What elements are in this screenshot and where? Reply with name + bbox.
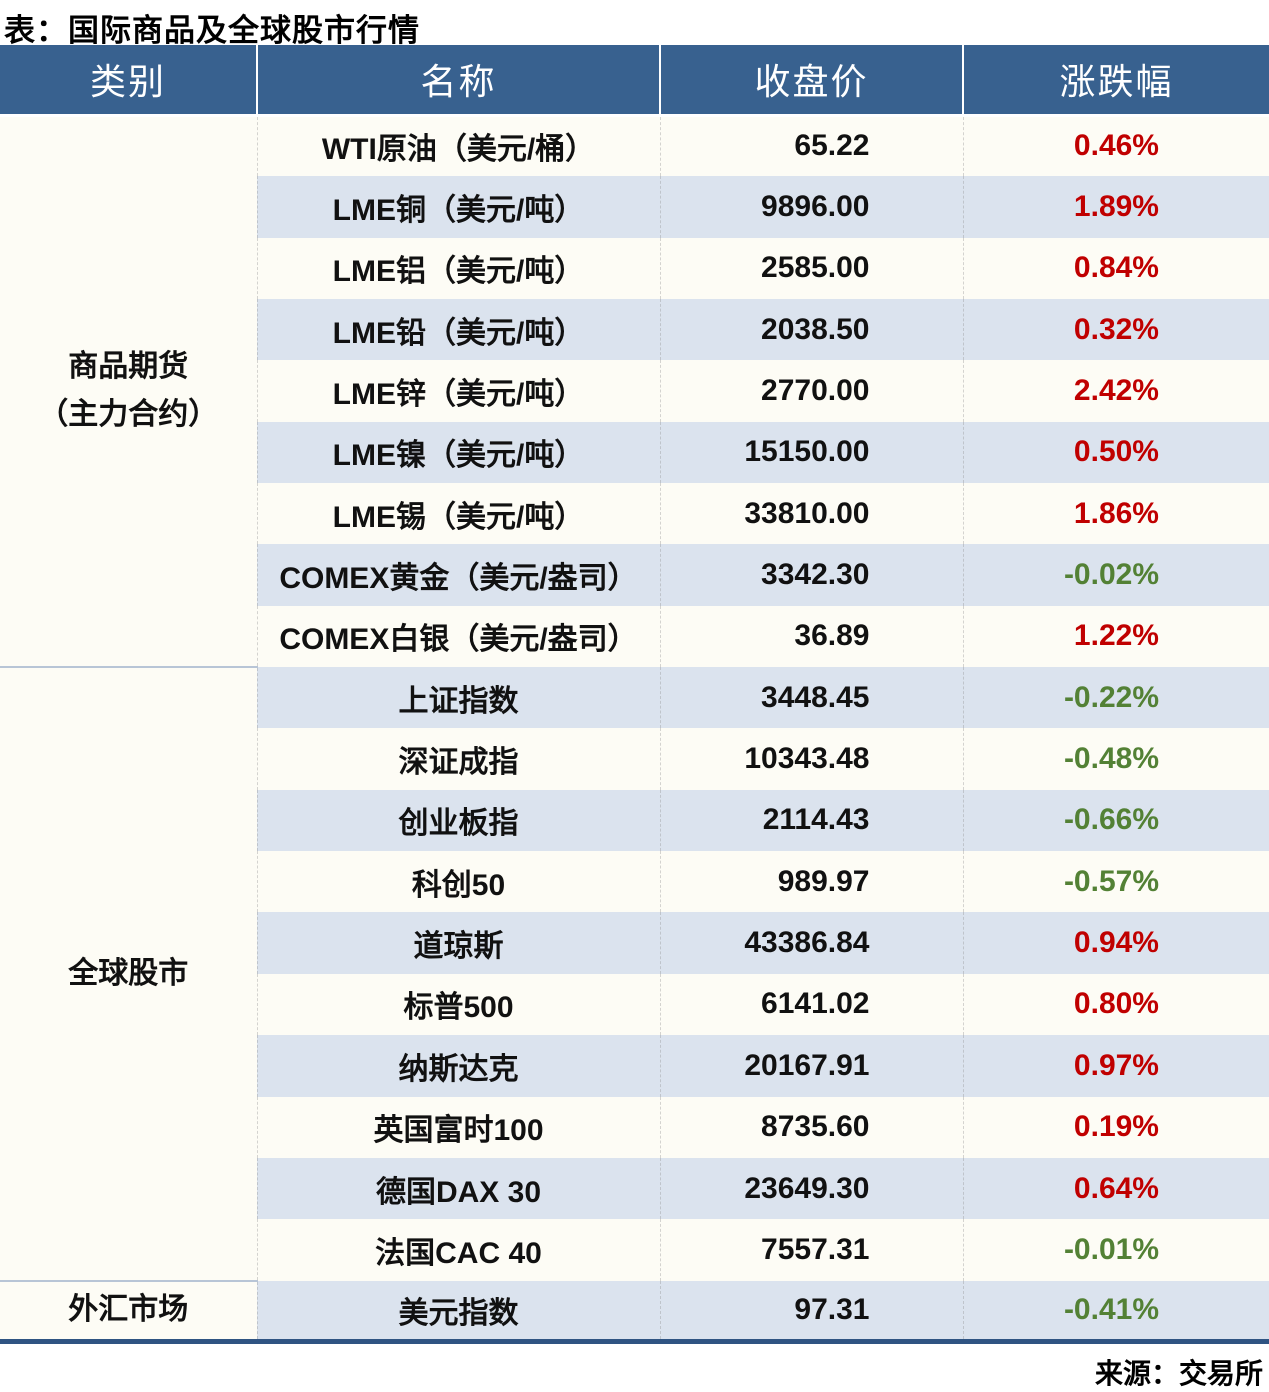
name-cell: LME锡（美元/吨） [256,483,660,545]
name-cell: LME锌（美元/吨） [256,360,660,422]
name-cell: 法国CAC 40 [256,1219,660,1281]
header-change: 涨跌幅 [963,45,1269,117]
name-cell: 标普500 [256,973,660,1036]
table-row: 道琼斯 43386.84 0.94% [0,912,1269,974]
category-cell-forex: 外汇市场 [0,1279,257,1345]
table-row: LME铜（美元/吨） 9896.00 1.89% [0,176,1269,238]
header-close: 收盘价 [660,45,964,117]
name-cell: LME铜（美元/吨） [256,176,660,238]
change-cell: -0.57% [962,851,1269,913]
change-cell: 1.22% [962,605,1269,668]
table-header: 类别 名称 收盘价 涨跌幅 [0,45,1269,117]
table-row: 科创50 989.97 -0.57% [0,851,1269,913]
name-cell: COMEX白银（美元/盎司） [256,605,660,668]
change-cell: 0.32% [962,299,1269,361]
name-cell: 创业板指 [256,789,660,852]
name-cell: LME铝（美元/吨） [256,237,660,300]
name-cell: 德国DAX 30 [256,1157,660,1220]
close-cell: 65.22 [659,115,963,177]
close-cell: 43386.84 [659,912,963,974]
close-cell: 10343.48 [659,728,963,790]
change-cell: -0.22% [962,667,1269,729]
close-cell: 3342.30 [659,544,963,606]
change-cell: 2.42% [962,360,1269,422]
table-row: 全球股市 上证指数 3448.45 -0.22% [0,666,1269,1281]
table-row: COMEX黄金（美元/盎司） 3342.30 -0.02% [0,544,1269,606]
close-cell: 20167.91 [659,1035,963,1097]
close-cell: 8735.60 [659,1096,963,1158]
close-cell: 2114.43 [659,789,963,852]
name-cell: 纳斯达克 [256,1035,660,1097]
market-quotes-table: 类别 名称 收盘价 涨跌幅 商品期货 （主力合约） WTI原油（美元/桶） 65… [0,45,1269,1345]
change-cell: -0.02% [962,544,1269,606]
name-cell: 美元指数 [256,1280,660,1345]
name-cell: 道琼斯 [256,912,660,974]
table-row: 纳斯达克 20167.91 0.97% [0,1035,1269,1097]
close-cell: 15150.00 [659,421,963,484]
close-cell: 3448.45 [659,667,963,729]
table-row: 英国富时100 8735.60 0.19% [0,1096,1269,1158]
close-cell: 23649.30 [659,1157,963,1220]
close-cell: 33810.00 [659,483,963,545]
header-row: 类别 名称 收盘价 涨跌幅 [0,45,1269,117]
change-cell: -0.41% [962,1280,1269,1345]
close-cell: 97.31 [659,1280,963,1345]
change-cell: 0.97% [962,1035,1269,1097]
table-row: LME锡（美元/吨） 33810.00 1.86% [0,483,1269,545]
name-cell: 深证成指 [256,728,660,790]
name-cell: 科创50 [256,851,660,913]
table-row: 法国CAC 40 7557.31 -0.01% [0,1219,1269,1281]
change-cell: -0.48% [962,728,1269,790]
source-note: 来源：交易所 [1094,1358,1263,1390]
table-row: 标普500 6141.02 0.80% [0,973,1269,1036]
table-row: 创业板指 2114.43 -0.66% [0,789,1269,852]
header-category: 类别 [0,45,258,117]
change-cell: 1.89% [962,176,1269,238]
change-cell: 0.19% [962,1096,1269,1158]
page-title: 表：国际商品及全球股市行情 [4,13,420,48]
change-cell: 0.64% [962,1157,1269,1220]
table-row: 商品期货 （主力合约） WTI原油（美元/桶） 65.22 0.46% [0,115,1269,668]
table-row: 深证成指 10343.48 -0.48% [0,728,1269,790]
header-name: 名称 [257,45,661,117]
change-cell: 0.94% [962,912,1269,974]
category-cell-commodity-futures: 商品期货 （主力合约） [0,115,257,668]
close-cell: 6141.02 [659,973,963,1036]
name-cell: 上证指数 [256,667,660,729]
close-cell: 2770.00 [659,360,963,422]
close-cell: 2038.50 [659,299,963,361]
table-row: LME铅（美元/吨） 2038.50 0.32% [0,299,1269,361]
name-cell: 英国富时100 [256,1096,660,1158]
table-row: 德国DAX 30 23649.30 0.64% [0,1157,1269,1220]
change-cell: -0.66% [962,789,1269,852]
change-cell: 0.46% [962,115,1269,177]
change-cell: 1.86% [962,483,1269,545]
table-row: LME铝（美元/吨） 2585.00 0.84% [0,237,1269,300]
table-row: 外汇市场 美元指数 97.31 -0.41% [0,1279,1269,1345]
close-cell: 7557.31 [659,1219,963,1281]
close-cell: 9896.00 [659,176,963,238]
name-cell: LME镍（美元/吨） [256,421,660,484]
table-row: LME镍（美元/吨） 15150.00 0.50% [0,421,1269,484]
table-row: COMEX白银（美元/盎司） 36.89 1.22% [0,605,1269,668]
category-cell-global-stocks: 全球股市 [0,666,257,1281]
change-cell: 0.80% [962,973,1269,1036]
change-cell: 0.84% [962,237,1269,300]
change-cell: 0.50% [962,421,1269,484]
change-cell: -0.01% [962,1219,1269,1281]
close-cell: 2585.00 [659,237,963,300]
name-cell: LME铅（美元/吨） [256,299,660,361]
name-cell: WTI原油（美元/桶） [256,115,660,177]
close-cell: 989.97 [659,851,963,913]
close-cell: 36.89 [659,605,963,668]
name-cell: COMEX黄金（美元/盎司） [256,544,660,606]
table-row: LME锌（美元/吨） 2770.00 2.42% [0,360,1269,422]
